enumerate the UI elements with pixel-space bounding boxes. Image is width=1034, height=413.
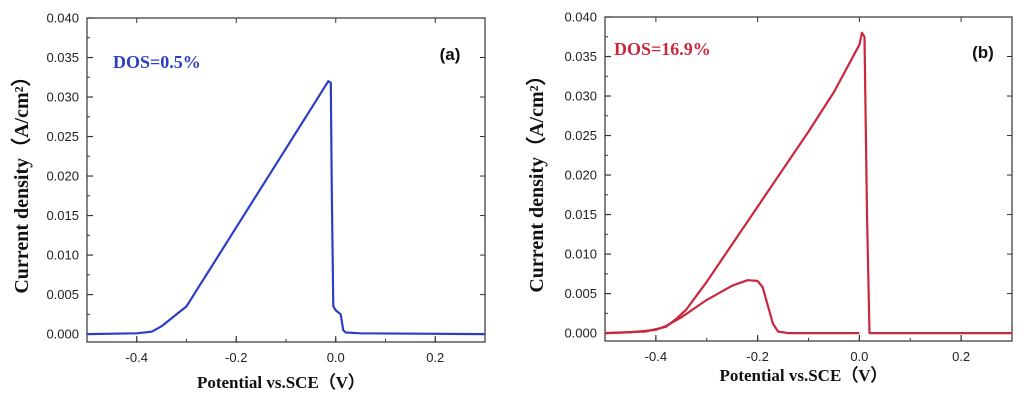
x-tick-label: 0.0 xyxy=(327,350,345,365)
y-tick-label: 0.000 xyxy=(564,326,597,341)
y-tick-label: 0.015 xyxy=(46,208,79,223)
y-tick-label: 0.020 xyxy=(46,169,79,184)
x-tick-label: -0.4 xyxy=(126,350,148,365)
chart-panel-a: 0.000 0.005 0.010 0.015 0.020 0.025 0.030 0.035… xyxy=(10,11,486,392)
y-tick-label: 0.025 xyxy=(46,129,79,144)
y-tick-label: 0.025 xyxy=(564,128,597,143)
y-tick-label: 0.035 xyxy=(564,49,597,64)
x-tick-label: -0.4 xyxy=(645,349,667,364)
series-line-forward-scan xyxy=(86,80,486,336)
series-line-reverse-scan xyxy=(604,279,860,335)
x-axis-label: Potential vs.SCE（V） xyxy=(197,372,365,392)
y-tick-label: 0.030 xyxy=(564,89,597,104)
chart-panel-b: 0.000 0.005 0.010 0.015 0.020 0.025 0.030 0.035… xyxy=(525,10,1013,385)
plot-frame xyxy=(604,16,1013,342)
panel-label: (a) xyxy=(440,45,461,64)
y-tick-label: 0.005 xyxy=(46,287,79,302)
y-tick-label: 0.015 xyxy=(564,207,597,222)
dos-annotation: DOS=0.5% xyxy=(113,52,201,72)
y-axis-label: Current density（A/cm²） xyxy=(525,65,548,292)
dos-annotation: DOS=16.9% xyxy=(614,39,711,59)
y-tick-label: 0.030 xyxy=(46,90,79,105)
x-axis-label: Potential vs.SCE（V） xyxy=(719,365,887,385)
series-line-forward-scan xyxy=(604,31,1012,335)
y-tick-label: 0.040 xyxy=(46,11,79,26)
x-tick-label: -0.2 xyxy=(746,349,768,364)
y-tick-label: 0.020 xyxy=(564,168,597,183)
y-tick-label: 0.005 xyxy=(564,286,597,301)
y-tick-label: 0.040 xyxy=(564,10,597,25)
x-tick-label: 0.2 xyxy=(426,350,444,365)
x-tick-label: 0.0 xyxy=(850,349,868,364)
y-tick-label: 0.035 xyxy=(46,50,79,65)
y-tick-label: 0.010 xyxy=(564,247,597,262)
y-tick-label: 0.010 xyxy=(46,248,79,263)
x-tick-label: 0.2 xyxy=(952,349,970,364)
y-tick-label: 0.000 xyxy=(46,327,79,342)
x-tick-label: -0.2 xyxy=(225,350,247,365)
panel-label: (b) xyxy=(972,43,994,62)
y-axis-label: Current density（A/cm²） xyxy=(10,66,33,293)
